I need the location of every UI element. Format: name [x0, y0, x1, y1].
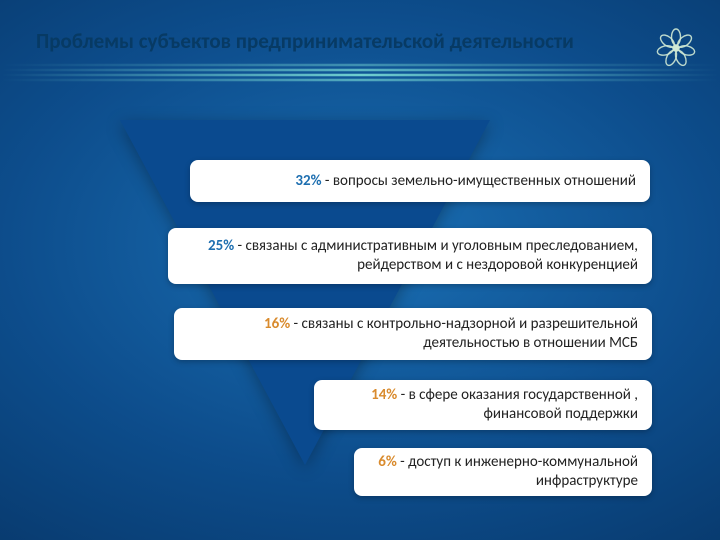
percent-value: 14% [371, 386, 397, 404]
bars-container: 32% - вопросы земельно-имущественных отн… [0, 0, 720, 540]
problem-text: - связаны с контрольно-надзорной и разре… [290, 315, 638, 352]
problem-bar: 14% - в сфере оказания государственной ,… [314, 380, 652, 430]
percent-value: 16% [264, 315, 290, 333]
problem-bar: 16% - связаны с контрольно-надзорной и р… [174, 308, 652, 360]
slide: Проблемы субъектов предпринимательской д… [0, 0, 720, 540]
problem-bar: 6% - доступ к инженерно-коммунальной инф… [354, 448, 652, 496]
problem-bar: 25% - связаны с административным и уголо… [168, 228, 652, 284]
problem-text: - в сфере оказания государственной , фин… [397, 386, 638, 423]
percent-value: 32% [295, 172, 321, 190]
problem-bar: 32% - вопросы земельно-имущественных отн… [190, 160, 650, 202]
problem-text: - связаны с административным и уголовным… [234, 237, 638, 274]
problem-text: - доступ к инженерно-коммунальной инфрас… [397, 453, 638, 490]
percent-value: 6% [378, 453, 397, 471]
problem-text: - вопросы земельно-имущественных отношен… [322, 172, 637, 190]
percent-value: 25% [208, 237, 234, 255]
